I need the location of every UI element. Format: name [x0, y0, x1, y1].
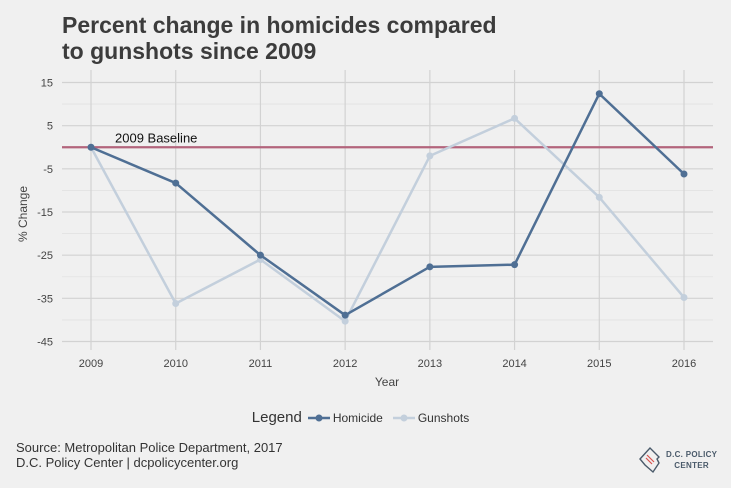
x-tick-label: 2011: [249, 358, 273, 370]
data-point-homicide: [426, 263, 434, 271]
y-tick-label: -35: [37, 293, 53, 305]
chart-title-line-2: to gunshots since 2009: [62, 38, 317, 64]
chart-title-line-1: Percent change in homicides compared: [62, 12, 497, 38]
legend-swatch-gunshots: [392, 414, 415, 421]
data-point-homicide: [256, 251, 264, 259]
y-tick-label: 5: [47, 121, 53, 133]
legend-item-homicide: Homicide: [307, 410, 383, 425]
y-tick-label: 15: [41, 78, 53, 90]
grid: [62, 70, 713, 350]
x-axis-title: Year: [375, 375, 399, 389]
legend-item-gunshots: Gunshots: [392, 410, 470, 425]
logo-line-1: D.C. POLICY: [666, 450, 718, 459]
chart-title: Percent change in homicides compared to …: [62, 12, 497, 64]
series-line-gunshots: [89, 117, 685, 323]
y-tick-label: -5: [43, 164, 53, 176]
data-point-gunshots: [680, 293, 688, 301]
data-point-homicide: [595, 90, 603, 98]
series: [87, 90, 688, 325]
dc-policy-center-logo: D.C. POLICY CENTER: [637, 445, 717, 475]
data-point-gunshots: [172, 300, 180, 308]
legend-title: Legend: [251, 409, 302, 426]
source-note: Source: Metropolitan Police Department, …: [16, 440, 283, 470]
x-tick-label: 2010: [163, 358, 187, 370]
line-chart: 2009 Baseline 15 5 -5 -15 -25 -35 -45 2009 2010…: [16, 70, 713, 389]
x-tick-label: 2012: [333, 358, 357, 370]
data-point-gunshots: [341, 317, 349, 325]
data-point-homicide: [341, 311, 349, 319]
legend: Legend Homicide Gunshots: [0, 409, 731, 426]
data-point-homicide: [87, 143, 95, 151]
x-axis-ticks: 2009 2010 2011 2012 2013 2014 2015 2016: [79, 358, 696, 370]
y-tick-label: -15: [37, 207, 53, 219]
y-tick-label: -25: [37, 250, 53, 262]
data-point-homicide: [172, 179, 180, 187]
source-line-2: D.C. Policy Center | dcpolicycenter.org: [16, 455, 239, 470]
legend-swatch-homicide: [307, 414, 330, 421]
dc-map-icon: [639, 446, 660, 474]
x-tick-label: 2016: [672, 358, 696, 370]
x-tick-label: 2014: [502, 358, 526, 370]
data-point-gunshots: [426, 152, 434, 160]
baseline: 2009 Baseline: [62, 130, 713, 149]
x-tick-label: 2015: [587, 358, 611, 370]
legend-label-homicide: Homicide: [332, 410, 383, 425]
y-axis-title: % Change: [16, 186, 30, 242]
x-tick-label: 2009: [79, 358, 103, 370]
data-point-homicide: [680, 170, 688, 178]
logo-line-2: CENTER: [674, 461, 709, 470]
series-line-homicide: [90, 92, 685, 317]
x-tick-label: 2013: [418, 358, 442, 370]
baseline-label: 2009 Baseline: [115, 130, 197, 145]
data-point-homicide: [511, 261, 519, 269]
source-line-1: Source: Metropolitan Police Department, …: [16, 440, 283, 455]
legend-label-gunshots: Gunshots: [417, 410, 470, 425]
data-point-gunshots: [595, 193, 603, 201]
y-tick-label: -45: [37, 337, 53, 349]
data-point-gunshots: [511, 114, 519, 122]
y-axis-ticks: 15 5 -5 -15 -25 -35 -45: [37, 78, 53, 349]
